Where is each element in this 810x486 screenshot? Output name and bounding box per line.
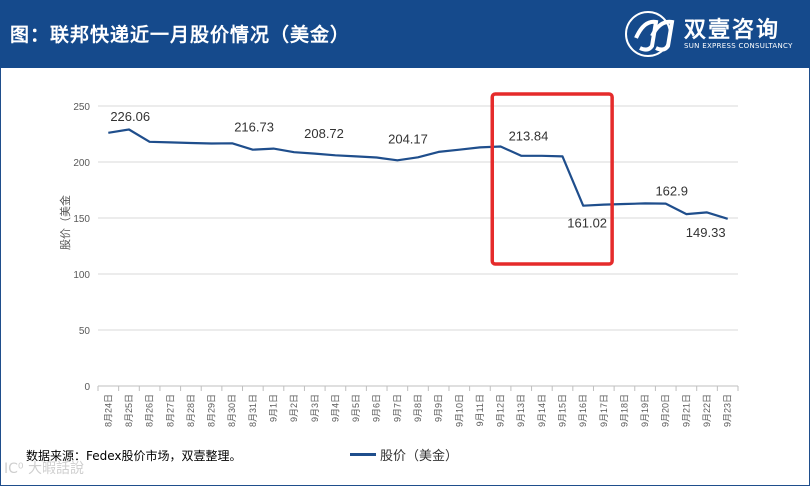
data-label: 216.73 [234, 119, 274, 134]
x-tick-label: 9月5日 [351, 394, 361, 422]
x-tick-label: 9月12日 [496, 394, 506, 427]
data-label: 162.9 [655, 184, 688, 199]
x-tick-label: 9月15日 [558, 394, 568, 427]
x-tick-label: 8月27日 [165, 394, 175, 427]
x-tick-label: 9月18日 [619, 394, 629, 427]
y-axis-label: 股价（美金 [59, 195, 72, 250]
y-tick-label: 150 [73, 214, 90, 225]
line-chart: 0 50 100 150 200 250 8月24日 8月25日 8月26日 8月27日 8月28日… [73, 92, 739, 427]
x-tick-label: 9月21日 [681, 394, 691, 427]
legend-swatch [350, 453, 376, 456]
x-tick-label: 9月13日 [516, 394, 526, 427]
x-tick-label: 9月10日 [454, 394, 464, 427]
x-tick-label: 9月3日 [310, 394, 320, 422]
data-label: 149.33 [686, 225, 726, 240]
x-tick-label: 8月24日 [103, 394, 113, 427]
logo-name: 双壹咨询 [684, 17, 781, 43]
x-tick-label: 8月29日 [207, 394, 217, 427]
x-tick-label: 8月26日 [145, 394, 155, 427]
x-tick-label: 9月16日 [578, 394, 588, 427]
watermark: IC⁰ 大暇話說 [4, 461, 84, 477]
x-tick-label: 9月17日 [599, 394, 609, 427]
series-line [108, 128, 729, 220]
x-tick-label: 9月11日 [475, 394, 485, 426]
data-label: 213.84 [509, 128, 549, 143]
x-tick-label: 8月31日 [248, 394, 258, 427]
x-tick-label: 9月2日 [289, 394, 299, 422]
x-tick-label: 9月4日 [330, 394, 340, 422]
data-label: 226.06 [110, 109, 150, 124]
x-tick-label: 9月8日 [413, 394, 423, 422]
page-title: 图：联邦快递近一月股价情况（美金） [10, 24, 351, 46]
logo-icon [625, 11, 675, 57]
y-tick-label: 200 [73, 158, 90, 169]
logo-subtitle: SUN EXPRESS CONSULTANCY [684, 42, 793, 50]
x-tick-label: 9月20日 [661, 394, 671, 427]
x-tick-label: 9月22日 [702, 394, 712, 427]
x-tick-label: 9月14日 [537, 394, 547, 427]
x-tick-label: 9月7日 [392, 394, 402, 422]
legend-label: 股价（美金） [380, 449, 459, 464]
header-bar: 图：联邦快递近一月股价情况（美金） 双壹咨询 SUN EXPRESS CONSU… [0, 0, 810, 68]
y-tick-label: 50 [79, 326, 91, 337]
x-tick-label: 9月19日 [640, 394, 650, 427]
x-tick-label: 9月9日 [434, 394, 444, 422]
x-tick-label: 8月30日 [227, 394, 237, 427]
x-tick-label: 8月28日 [186, 394, 196, 427]
highlight-box [490, 92, 614, 266]
y-tick-label: 250 [73, 102, 90, 113]
y-tick-label: 0 [84, 382, 90, 393]
data-label: 161.02 [567, 216, 607, 231]
x-tick-label: 9月1日 [268, 394, 278, 422]
y-tick-label: 100 [73, 270, 90, 281]
data-label: 208.72 [304, 126, 344, 141]
legend: 股价（美金） [350, 445, 458, 464]
x-tick-label: 9月23日 [723, 394, 733, 427]
data-label: 204.17 [388, 131, 428, 146]
x-tick-label: 9月6日 [372, 394, 382, 422]
brand-logo: 双壹咨询 SUN EXPRESS CONSULTANCY [622, 8, 804, 62]
source-note: 数据来源：Fedex股价市场，双壹整理。 [26, 449, 242, 463]
x-tick-label: 8月25日 [124, 394, 134, 427]
